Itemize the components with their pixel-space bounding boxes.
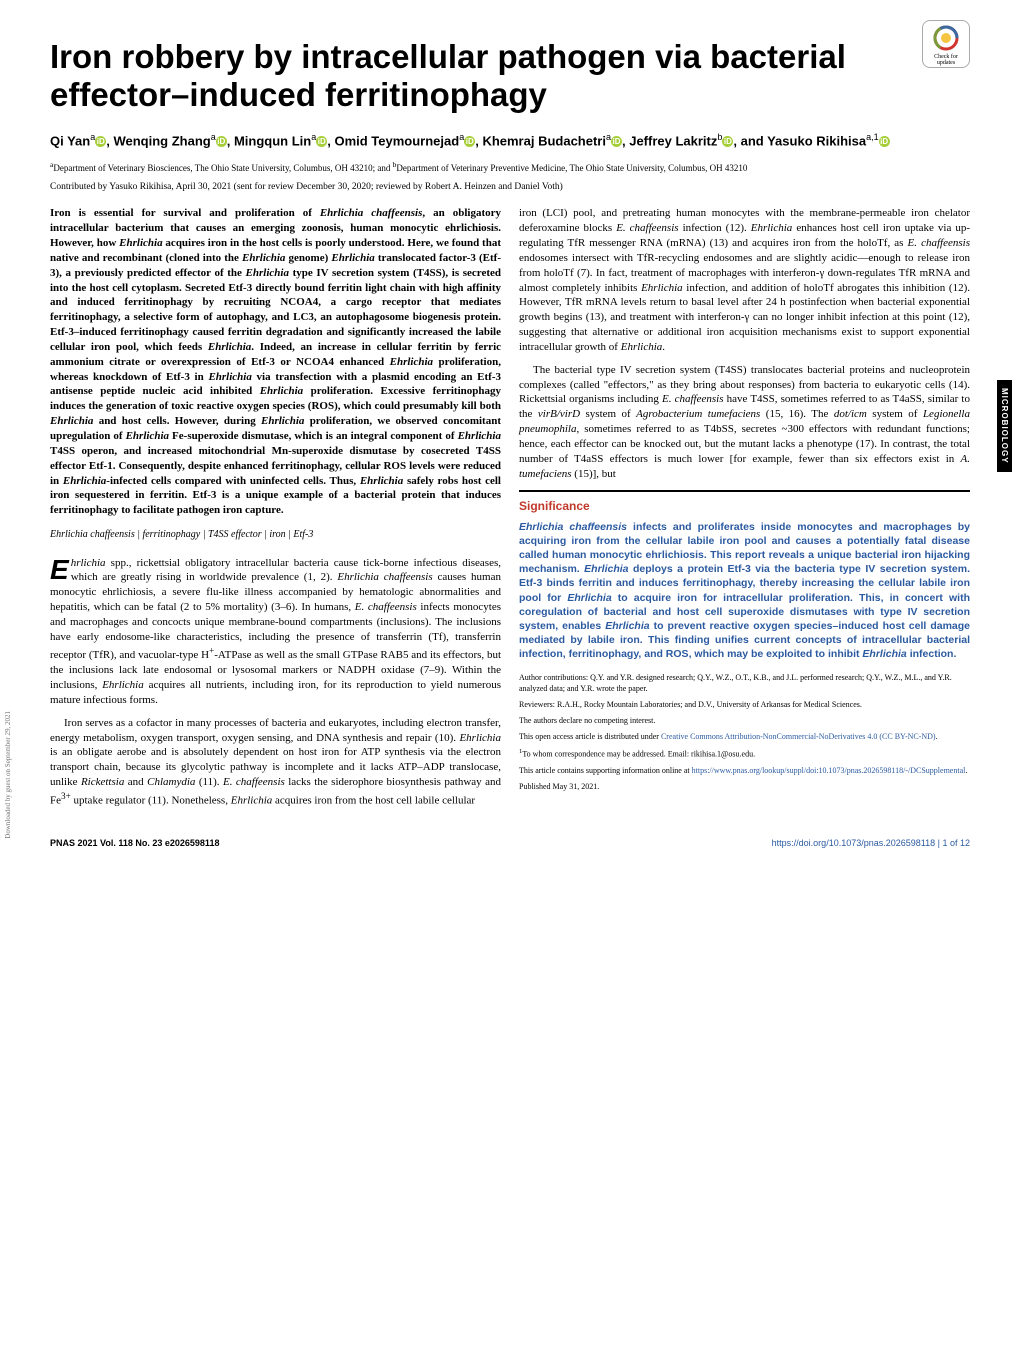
- body-paragraph-2: Iron serves as a cofactor in many proces…: [50, 716, 501, 809]
- license: This open access article is distributed …: [519, 732, 970, 743]
- footer-right: https://doi.org/10.1073/pnas.2026598118 …: [772, 838, 970, 848]
- contributed-line: Contributed by Yasuko Rikihisa, April 30…: [50, 182, 970, 192]
- left-column: Iron is essential for survival and proli…: [50, 206, 501, 816]
- body-paragraph-1: Ehrlichia spp., rickettsial obligatory i…: [50, 556, 501, 708]
- right-column: iron (LCI) pool, and pretreating human m…: [519, 206, 970, 816]
- supplement: This article contains supporting informa…: [519, 766, 970, 777]
- footer: PNAS 2021 Vol. 118 No. 23 e2026598118 ht…: [50, 838, 970, 848]
- keywords-text: Ehrlichia chaffeensis | ferritinophagy |…: [50, 529, 313, 540]
- body-1-text: hrlichia spp., rickettsial obligatory in…: [50, 557, 501, 706]
- badge-text-2: updates: [923, 60, 969, 66]
- author-contributions: Author contributions: Q.Y. and Y.R. desi…: [519, 673, 970, 695]
- significance-body: Ehrlichia chaffeensis infects and prolif…: [519, 520, 970, 662]
- corresponding: 1To whom correspondence may be addressed…: [519, 747, 970, 760]
- meta-block: Author contributions: Q.Y. and Y.R. desi…: [519, 673, 970, 792]
- body-paragraph-3: iron (LCI) pool, and pretreating human m…: [519, 206, 970, 354]
- body-paragraph-4: The bacterial type IV secretion system (…: [519, 363, 970, 482]
- affiliations: aDepartment of Veterinary Biosciences, T…: [50, 160, 970, 174]
- abstract: Iron is essential for survival and proli…: [50, 206, 501, 518]
- check-updates-icon: [931, 23, 961, 53]
- reviewers: Reviewers: R.A.H., Rocky Mountain Labora…: [519, 700, 970, 711]
- article-title: Iron robbery by intracellular pathogen v…: [50, 38, 970, 114]
- competing-interest: The authors declare no competing interes…: [519, 716, 970, 727]
- footer-left: PNAS 2021 Vol. 118 No. 23 e2026598118: [50, 838, 219, 848]
- doi-link[interactable]: https://doi.org/10.1073/pnas.2026598118 …: [772, 838, 970, 848]
- significance-heading: Significance: [519, 498, 970, 514]
- author-list: Qi YanaiD, Wenqing ZhangaiD, Mingqun Lin…: [50, 132, 970, 148]
- keywords: Ehrlichia chaffeensis | ferritinophagy |…: [50, 528, 501, 542]
- category-tab: MICROBIOLOGY: [997, 380, 1012, 472]
- download-note: Downloaded by guest on September 29, 202…: [4, 711, 12, 839]
- published-date: Published May 31, 2021.: [519, 782, 970, 793]
- dropcap: E: [50, 556, 71, 582]
- significance-box: Significance Ehrlichia chaffeensis infec…: [519, 490, 970, 662]
- check-updates-badge[interactable]: Check for updates: [922, 20, 970, 68]
